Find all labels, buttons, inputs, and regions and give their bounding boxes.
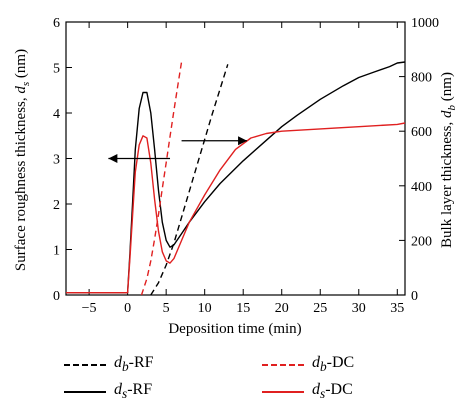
legend-swatch — [64, 390, 106, 393]
x-tick-label: 10 — [198, 301, 212, 316]
x-tick-label: 35 — [390, 301, 404, 316]
left-y-axis-ticks: 0 1 2 3 4 5 6 — [53, 16, 72, 304]
x-tick-label: 20 — [275, 301, 289, 316]
x-tick-label: 15 — [236, 301, 250, 316]
x-tick-label: 25 — [313, 301, 327, 316]
x-axis-label: Deposition time (min) — [168, 321, 301, 337]
annotation-arrows — [108, 136, 248, 163]
legend-item: db-DC — [262, 354, 354, 375]
series-line-ds-rf — [66, 61, 406, 294]
series-line-ds-dc — [66, 122, 406, 294]
x-tick-label: 5 — [163, 301, 170, 316]
right-y-tick-label: 400 — [411, 180, 432, 195]
right-y-tick-label: 600 — [411, 125, 432, 140]
legend-label: db-RF — [114, 354, 154, 375]
left-y-tick-label: 3 — [53, 153, 60, 168]
right-y-tick-label: 0 — [411, 289, 418, 304]
series-group — [66, 61, 406, 296]
legend-swatch — [262, 390, 304, 393]
left-y-axis-label: Surface roughness thickness, ds (nm) — [13, 49, 32, 271]
left-y-tick-label: 1 — [53, 244, 60, 259]
x-tick-label: 30 — [352, 301, 366, 316]
right-y-tick-label: 800 — [411, 71, 432, 86]
legend-label: ds-RF — [114, 381, 153, 402]
legend-item: ds-DC — [262, 381, 353, 402]
right-y-axis-label: Bulk layer thickness, db (nm) — [439, 72, 458, 248]
x-tick-label: −5 — [82, 301, 97, 316]
left-y-tick-label: 2 — [53, 198, 60, 213]
right-y-axis-ticks: 0 200 400 600 800 1000 — [399, 16, 439, 304]
annotation-arrow-head — [108, 154, 118, 163]
legend-item: db-RF — [64, 354, 154, 375]
annotation-arrow-head — [238, 136, 248, 146]
left-y-tick-label: 4 — [53, 107, 60, 122]
right-y-tick-label: 200 — [411, 234, 432, 249]
right-y-tick-label: 1000 — [411, 16, 439, 31]
left-y-tick-label: 0 — [53, 289, 60, 304]
legend-item: ds-RF — [64, 381, 152, 402]
legend-swatch — [262, 363, 304, 366]
x-tick-label: 0 — [124, 301, 131, 316]
legend-swatch — [64, 363, 106, 366]
x-axis-ticks: −5 0 5 10 15 20 25 30 35 — [82, 22, 404, 316]
series-line-db-rf — [150, 64, 229, 296]
legend-label: db-DC — [312, 354, 355, 375]
left-y-tick-label: 5 — [53, 62, 60, 77]
legend-label: ds-DC — [312, 381, 353, 402]
left-y-tick-label: 6 — [53, 16, 60, 31]
series-line-db-dc — [140, 61, 183, 296]
